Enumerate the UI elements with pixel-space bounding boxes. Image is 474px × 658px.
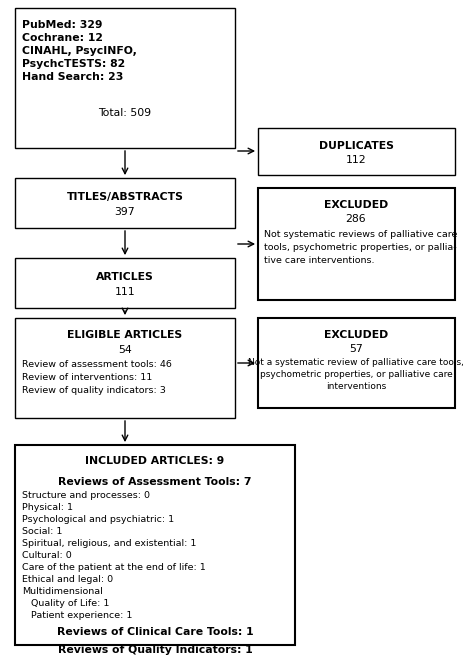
Text: Cultural: 0: Cultural: 0	[22, 551, 72, 560]
Text: Reviews of Assessment Tools: 7: Reviews of Assessment Tools: 7	[58, 477, 252, 487]
Text: interventions: interventions	[326, 382, 386, 391]
Bar	[258, 318, 455, 408]
Text: Structure and processes: 0: Structure and processes: 0	[22, 491, 150, 500]
Text: Review of assessment tools: 46: Review of assessment tools: 46	[22, 360, 172, 369]
Text: TITLES/ABSTRACTS: TITLES/ABSTRACTS	[66, 192, 183, 202]
Bar	[15, 8, 235, 148]
Text: Psychological and psychiatric: 1: Psychological and psychiatric: 1	[22, 515, 174, 524]
Text: Hand Search: 23: Hand Search: 23	[22, 72, 123, 82]
Bar	[15, 258, 235, 308]
Text: 397: 397	[115, 207, 135, 217]
Text: EXCLUDED: EXCLUDED	[324, 200, 388, 210]
Text: EXCLUDED: EXCLUDED	[324, 330, 388, 340]
Text: tools, psychometric properties, or pallia-: tools, psychometric properties, or palli…	[264, 243, 456, 252]
Text: INCLUDED ARTICLES: 9: INCLUDED ARTICLES: 9	[85, 456, 225, 466]
Text: Review of interventions: 11: Review of interventions: 11	[22, 373, 152, 382]
Text: Physical: 1: Physical: 1	[22, 503, 73, 512]
Text: Reviews of Clinical Care Tools: 1: Reviews of Clinical Care Tools: 1	[57, 627, 253, 637]
Text: 111: 111	[115, 287, 135, 297]
Text: Not a systematic review of palliative care tools,: Not a systematic review of palliative ca…	[248, 358, 464, 367]
Bar	[15, 178, 235, 228]
Text: Cochrane: 12: Cochrane: 12	[22, 33, 103, 43]
Text: Ethical and legal: 0: Ethical and legal: 0	[22, 575, 113, 584]
Text: ELIGIBLE ARTICLES: ELIGIBLE ARTICLES	[67, 330, 182, 340]
Text: Review of quality indicators: 3: Review of quality indicators: 3	[22, 386, 166, 395]
Text: Multidimensional: Multidimensional	[22, 587, 103, 596]
Text: Reviews of Quality Indicators: 1: Reviews of Quality Indicators: 1	[58, 645, 252, 655]
Bar	[15, 445, 295, 645]
Text: ARTICLES: ARTICLES	[96, 272, 154, 282]
Text: Total: 509: Total: 509	[99, 108, 152, 118]
Text: 286: 286	[346, 214, 366, 224]
Text: Not systematic reviews of palliative care: Not systematic reviews of palliative car…	[264, 230, 457, 239]
Text: 112: 112	[346, 155, 366, 165]
Text: psychometric properties, or palliative care: psychometric properties, or palliative c…	[260, 370, 452, 379]
Text: Quality of Life: 1: Quality of Life: 1	[22, 599, 109, 608]
Text: PubMed: 329: PubMed: 329	[22, 20, 102, 30]
Text: Care of the patient at the end of life: 1: Care of the patient at the end of life: …	[22, 563, 206, 572]
Text: CINAHL, PsycINFO,: CINAHL, PsycINFO,	[22, 46, 137, 56]
Text: 54: 54	[118, 345, 132, 355]
Text: Social: 1: Social: 1	[22, 527, 63, 536]
Text: Patient experience: 1: Patient experience: 1	[22, 611, 132, 620]
Text: PsychcTESTS: 82: PsychcTESTS: 82	[22, 59, 125, 69]
Bar	[258, 128, 455, 175]
Bar	[15, 318, 235, 418]
Text: Spiritual, religious, and existential: 1: Spiritual, religious, and existential: 1	[22, 539, 196, 548]
Text: 57: 57	[349, 344, 363, 354]
Bar	[258, 188, 455, 300]
Text: tive care interventions.: tive care interventions.	[264, 256, 374, 265]
Text: DUPLICATES: DUPLICATES	[319, 141, 393, 151]
